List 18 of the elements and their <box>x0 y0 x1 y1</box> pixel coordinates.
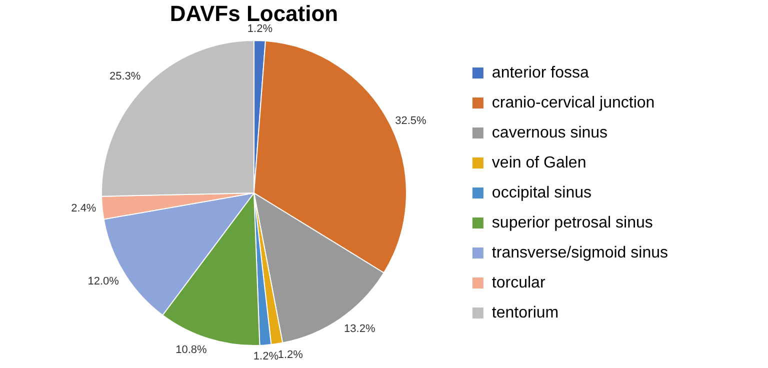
legend-label: superior petrosal sinus <box>492 214 653 232</box>
legend-label: cavernous sinus <box>492 124 608 142</box>
data-label: 12.0% <box>88 275 120 288</box>
legend-label: occipital sinus <box>492 184 592 202</box>
legend-label: transverse/sigmoid sinus <box>492 244 668 262</box>
data-label: 1.2% <box>253 350 279 363</box>
data-label: 2.4% <box>71 202 96 214</box>
data-label: 32.5% <box>395 114 427 127</box>
data-label: 1.2% <box>278 349 304 362</box>
legend-label: anterior fossa <box>492 64 589 82</box>
data-label: 10.8% <box>176 344 207 356</box>
data-label: 25.3% <box>109 70 141 83</box>
legend-label: torcular <box>492 274 546 292</box>
data-label: 1.2% <box>247 23 273 36</box>
legend-label: tentorium <box>492 304 559 322</box>
legend-label: cranio-cervical junction <box>492 94 655 112</box>
data-label: 13.2% <box>344 322 376 335</box>
legend-label: vein of Galen <box>492 154 586 172</box>
